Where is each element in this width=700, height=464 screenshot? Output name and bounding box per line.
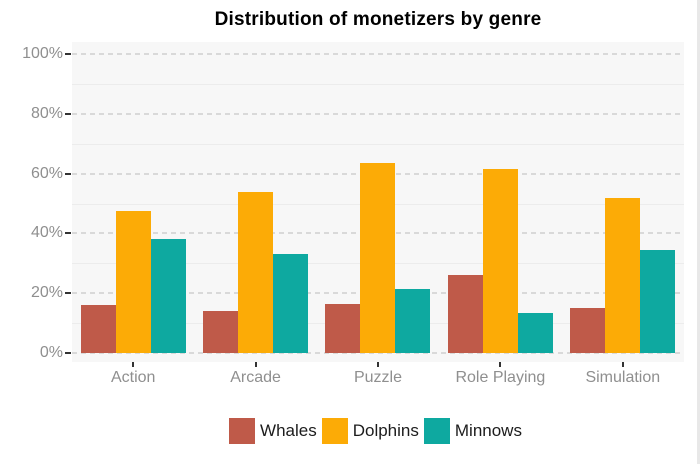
x-axis-tick-action xyxy=(132,362,135,367)
y-axis-label-0: 0% xyxy=(39,344,63,361)
legend-label-whales: Whales xyxy=(260,421,317,440)
gridline-major-100 xyxy=(72,53,684,55)
bar-minnows-puzzle xyxy=(395,288,431,353)
y-axis-tick-0 xyxy=(65,352,71,354)
plot-panel xyxy=(72,42,684,362)
y-axis-tick-20 xyxy=(65,292,71,295)
bar-dolphins-simulation xyxy=(605,197,641,353)
legend-item-minnows: Minnows xyxy=(423,418,522,444)
x-axis-label-role-playing: Role Playing xyxy=(455,369,546,386)
bar-whales-simulation xyxy=(570,308,606,353)
bar-group-simulation xyxy=(562,54,684,353)
bar-whales-role-playing xyxy=(447,275,483,353)
bar-minnows-arcade xyxy=(273,254,309,353)
y-axis-label-80: 80% xyxy=(30,104,63,122)
legend-swatch-minnows xyxy=(423,418,450,444)
x-axis-tick-simulation xyxy=(621,362,624,367)
bar-dolphins-puzzle xyxy=(360,163,396,353)
plot-area xyxy=(72,53,684,354)
bar-dolphins-role-playing xyxy=(482,169,518,353)
x-axis-tick-puzzle xyxy=(377,362,379,367)
bar-group-puzzle xyxy=(317,54,439,353)
gridline-minor-70 xyxy=(72,143,684,145)
legend-label-minnows: Minnows xyxy=(454,421,522,440)
y-axis-tick-80 xyxy=(65,112,71,115)
bar-group-role-playing xyxy=(439,54,561,353)
bar-minnows-role-playing xyxy=(517,312,553,353)
bar-group-arcade xyxy=(194,54,316,353)
bar-minnows-simulation xyxy=(640,249,676,353)
bar-whales-puzzle xyxy=(325,303,361,353)
gridline-major-80 xyxy=(72,112,684,115)
y-axis-label-100: 100% xyxy=(22,45,63,62)
gridline-minor-90 xyxy=(72,83,684,85)
gridline-major-0 xyxy=(72,352,684,354)
x-axis-label-puzzle: Puzzle xyxy=(353,369,402,386)
legend-swatch-whales xyxy=(229,418,256,444)
legend: Whales Dolphins Minnows xyxy=(72,416,684,446)
y-axis-label-40: 40% xyxy=(30,224,63,242)
window-edge xyxy=(697,0,700,464)
bar-whales-arcade xyxy=(203,311,239,353)
bar-dolphins-arcade xyxy=(238,191,274,353)
x-axis-label-arcade: Arcade xyxy=(230,369,281,386)
y-axis-label-20: 20% xyxy=(30,284,63,302)
legend-item-whales: Whales xyxy=(229,418,317,444)
x-axis-label-action: Action xyxy=(110,369,156,386)
y-axis-tick-40 xyxy=(65,232,71,235)
legend-label-dolphins: Dolphins xyxy=(352,421,419,440)
bar-minnows-action xyxy=(150,239,186,353)
x-axis-label-simulation: Simulation xyxy=(585,369,661,386)
y-axis-tick-100 xyxy=(65,53,71,55)
y-axis-tick-60 xyxy=(65,172,71,175)
legend-swatch-dolphins xyxy=(321,418,348,444)
x-axis-tick-role-playing xyxy=(499,362,502,367)
chart-title: Distribution of monetizers by genre xyxy=(214,9,542,30)
y-axis-label-60: 60% xyxy=(30,164,63,182)
bar-whales-action xyxy=(80,305,116,353)
bar-dolphins-action xyxy=(115,210,151,353)
x-axis-tick-arcade xyxy=(254,362,257,367)
bar-group-action xyxy=(72,54,194,353)
legend-item-dolphins: Dolphins xyxy=(321,418,419,444)
